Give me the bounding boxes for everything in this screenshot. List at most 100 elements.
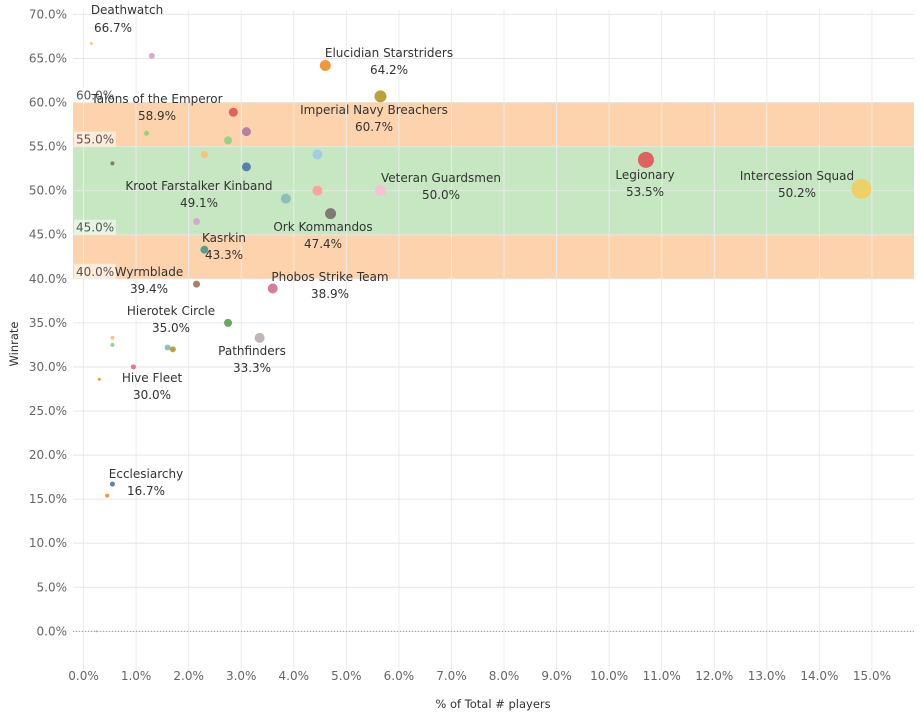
data-point (164, 344, 171, 351)
y-axis-title: Winrate (7, 322, 21, 367)
point-label-name: Veteran Guardsmen (381, 171, 501, 185)
y-tick-label: 45.0% (29, 228, 67, 242)
point-label-value: 16.7% (127, 484, 165, 498)
data-point (110, 161, 115, 166)
data-point (312, 185, 323, 196)
data-point (312, 149, 323, 160)
data-point (224, 136, 233, 145)
data-point (374, 90, 387, 103)
data-point (325, 208, 337, 220)
y-tick-label: 20.0% (29, 448, 67, 462)
point-label: Ecclesiarchy 16.7% (109, 467, 183, 498)
point-label-name: Ork Kommandos (273, 220, 372, 234)
x-tick-label: 3.0% (226, 669, 257, 683)
point-label-value: 58.9% (138, 109, 176, 123)
y-tick-label: 70.0% (29, 7, 67, 21)
point-label-name: Elucidian Starstriders (325, 46, 453, 60)
data-point (130, 364, 136, 370)
x-axis-title: % of Total # players (435, 697, 550, 711)
point-label-name: Hierotek Circle (127, 304, 215, 318)
point-label: Deathwatch 66.7% (91, 3, 163, 35)
point-label-value: 49.1% (180, 196, 218, 210)
point-label: Wyrmblade 39.4% (115, 265, 183, 296)
reference-band (73, 234, 914, 279)
point-labels: Intercession Squad 50.2% Legionary 53.5% Vet… (90, 3, 854, 498)
point-label: Kasrkin 43.3% (202, 231, 246, 262)
data-point (374, 185, 386, 197)
x-tick-label: 7.0% (436, 669, 467, 683)
y-tick-label: 10.0% (29, 536, 67, 550)
band-labels: 60.0% 55.0% 45.0% 40.0% (74, 87, 116, 279)
point-label-value: 35.0% (152, 321, 190, 335)
point-label-value: 47.4% (304, 237, 342, 251)
data-point (95, 630, 98, 633)
y-tick-label: 50.0% (29, 184, 67, 198)
point-label-name: Hive Fleet (122, 371, 183, 385)
point-label-name: Kasrkin (202, 231, 246, 245)
point-label-value: 39.4% (130, 282, 168, 296)
x-tick-label: 6.0% (384, 669, 415, 683)
x-tick-label: 12.0% (695, 669, 733, 683)
band-label: 55.0% (74, 131, 116, 147)
point-label-value: 30.0% (133, 388, 171, 402)
data-point (148, 52, 155, 59)
x-tick-label: 9.0% (541, 669, 572, 683)
band-label-bg (74, 263, 116, 279)
band-label-bg (74, 219, 116, 235)
x-tick-label: 1.0% (121, 669, 152, 683)
gridlines (73, 10, 914, 671)
y-tick-label: 30.0% (29, 360, 67, 374)
data-point (89, 41, 93, 45)
point-label: Imperial Navy Breachers 60.7% (300, 103, 448, 134)
point-label: Legionary 53.5% (615, 168, 674, 199)
data-point (280, 193, 291, 204)
y-tick-label: 15.0% (29, 492, 67, 506)
data-point (851, 178, 872, 199)
point-label-name: Ecclesiarchy (109, 467, 183, 481)
band-label-bg (74, 87, 116, 103)
data-point (193, 218, 201, 226)
point-label: Elucidian Starstriders 64.2% (325, 46, 453, 77)
band-label-text: 60.0% (76, 89, 114, 103)
data-point (193, 280, 201, 288)
point-label-value: 60.7% (355, 120, 393, 134)
data-point (319, 60, 331, 72)
data-point (110, 335, 115, 340)
point-label-name: Intercession Squad (740, 169, 854, 183)
data-point (110, 342, 115, 347)
point-label: Intercession Squad 50.2% (740, 169, 854, 200)
point-label-name: Legionary (615, 168, 674, 182)
band-label-text: 45.0% (76, 221, 114, 235)
band-label: 60.0% (74, 87, 116, 103)
data-point (109, 481, 115, 487)
x-tick-label: 4.0% (279, 669, 310, 683)
x-tick-label: 5.0% (331, 669, 362, 683)
data-point (169, 346, 176, 353)
x-axis-ticks: 0.0% 1.0% 2.0% 3.0% 4.0% 5.0% 6.0% 7.0% 8.0% 9.0%… (68, 669, 891, 683)
y-axis-ticks: 0.0% 5.0% 10.0% 15.0% 20.0% 25.0% 30.0% 35.0% 40… (29, 7, 67, 638)
point-label: Hive Fleet 30.0% (122, 371, 183, 402)
point-label-value: 38.9% (311, 287, 349, 301)
y-tick-label: 35.0% (29, 316, 67, 330)
x-tick-label: 15.0% (853, 669, 891, 683)
reference-band (73, 102, 914, 147)
data-point (97, 377, 101, 381)
data-points (89, 41, 872, 633)
data-point (241, 127, 251, 137)
data-point (637, 151, 654, 168)
band-label-text: 40.0% (76, 265, 114, 279)
point-label-value: 50.0% (422, 188, 460, 202)
point-label-value: 66.7% (94, 21, 132, 35)
data-point (254, 332, 265, 343)
point-label-value: 64.2% (370, 63, 408, 77)
x-tick-label: 11.0% (643, 669, 681, 683)
point-label-name: Kroot Farstalker Kinband (125, 179, 272, 193)
y-tick-label: 65.0% (29, 51, 67, 65)
point-label-name: Pathfinders (218, 344, 286, 358)
data-point (200, 245, 209, 254)
point-label-name: Phobos Strike Team (271, 270, 388, 284)
point-label-name: Talons of the Emperor (90, 92, 222, 106)
data-point (224, 318, 233, 327)
